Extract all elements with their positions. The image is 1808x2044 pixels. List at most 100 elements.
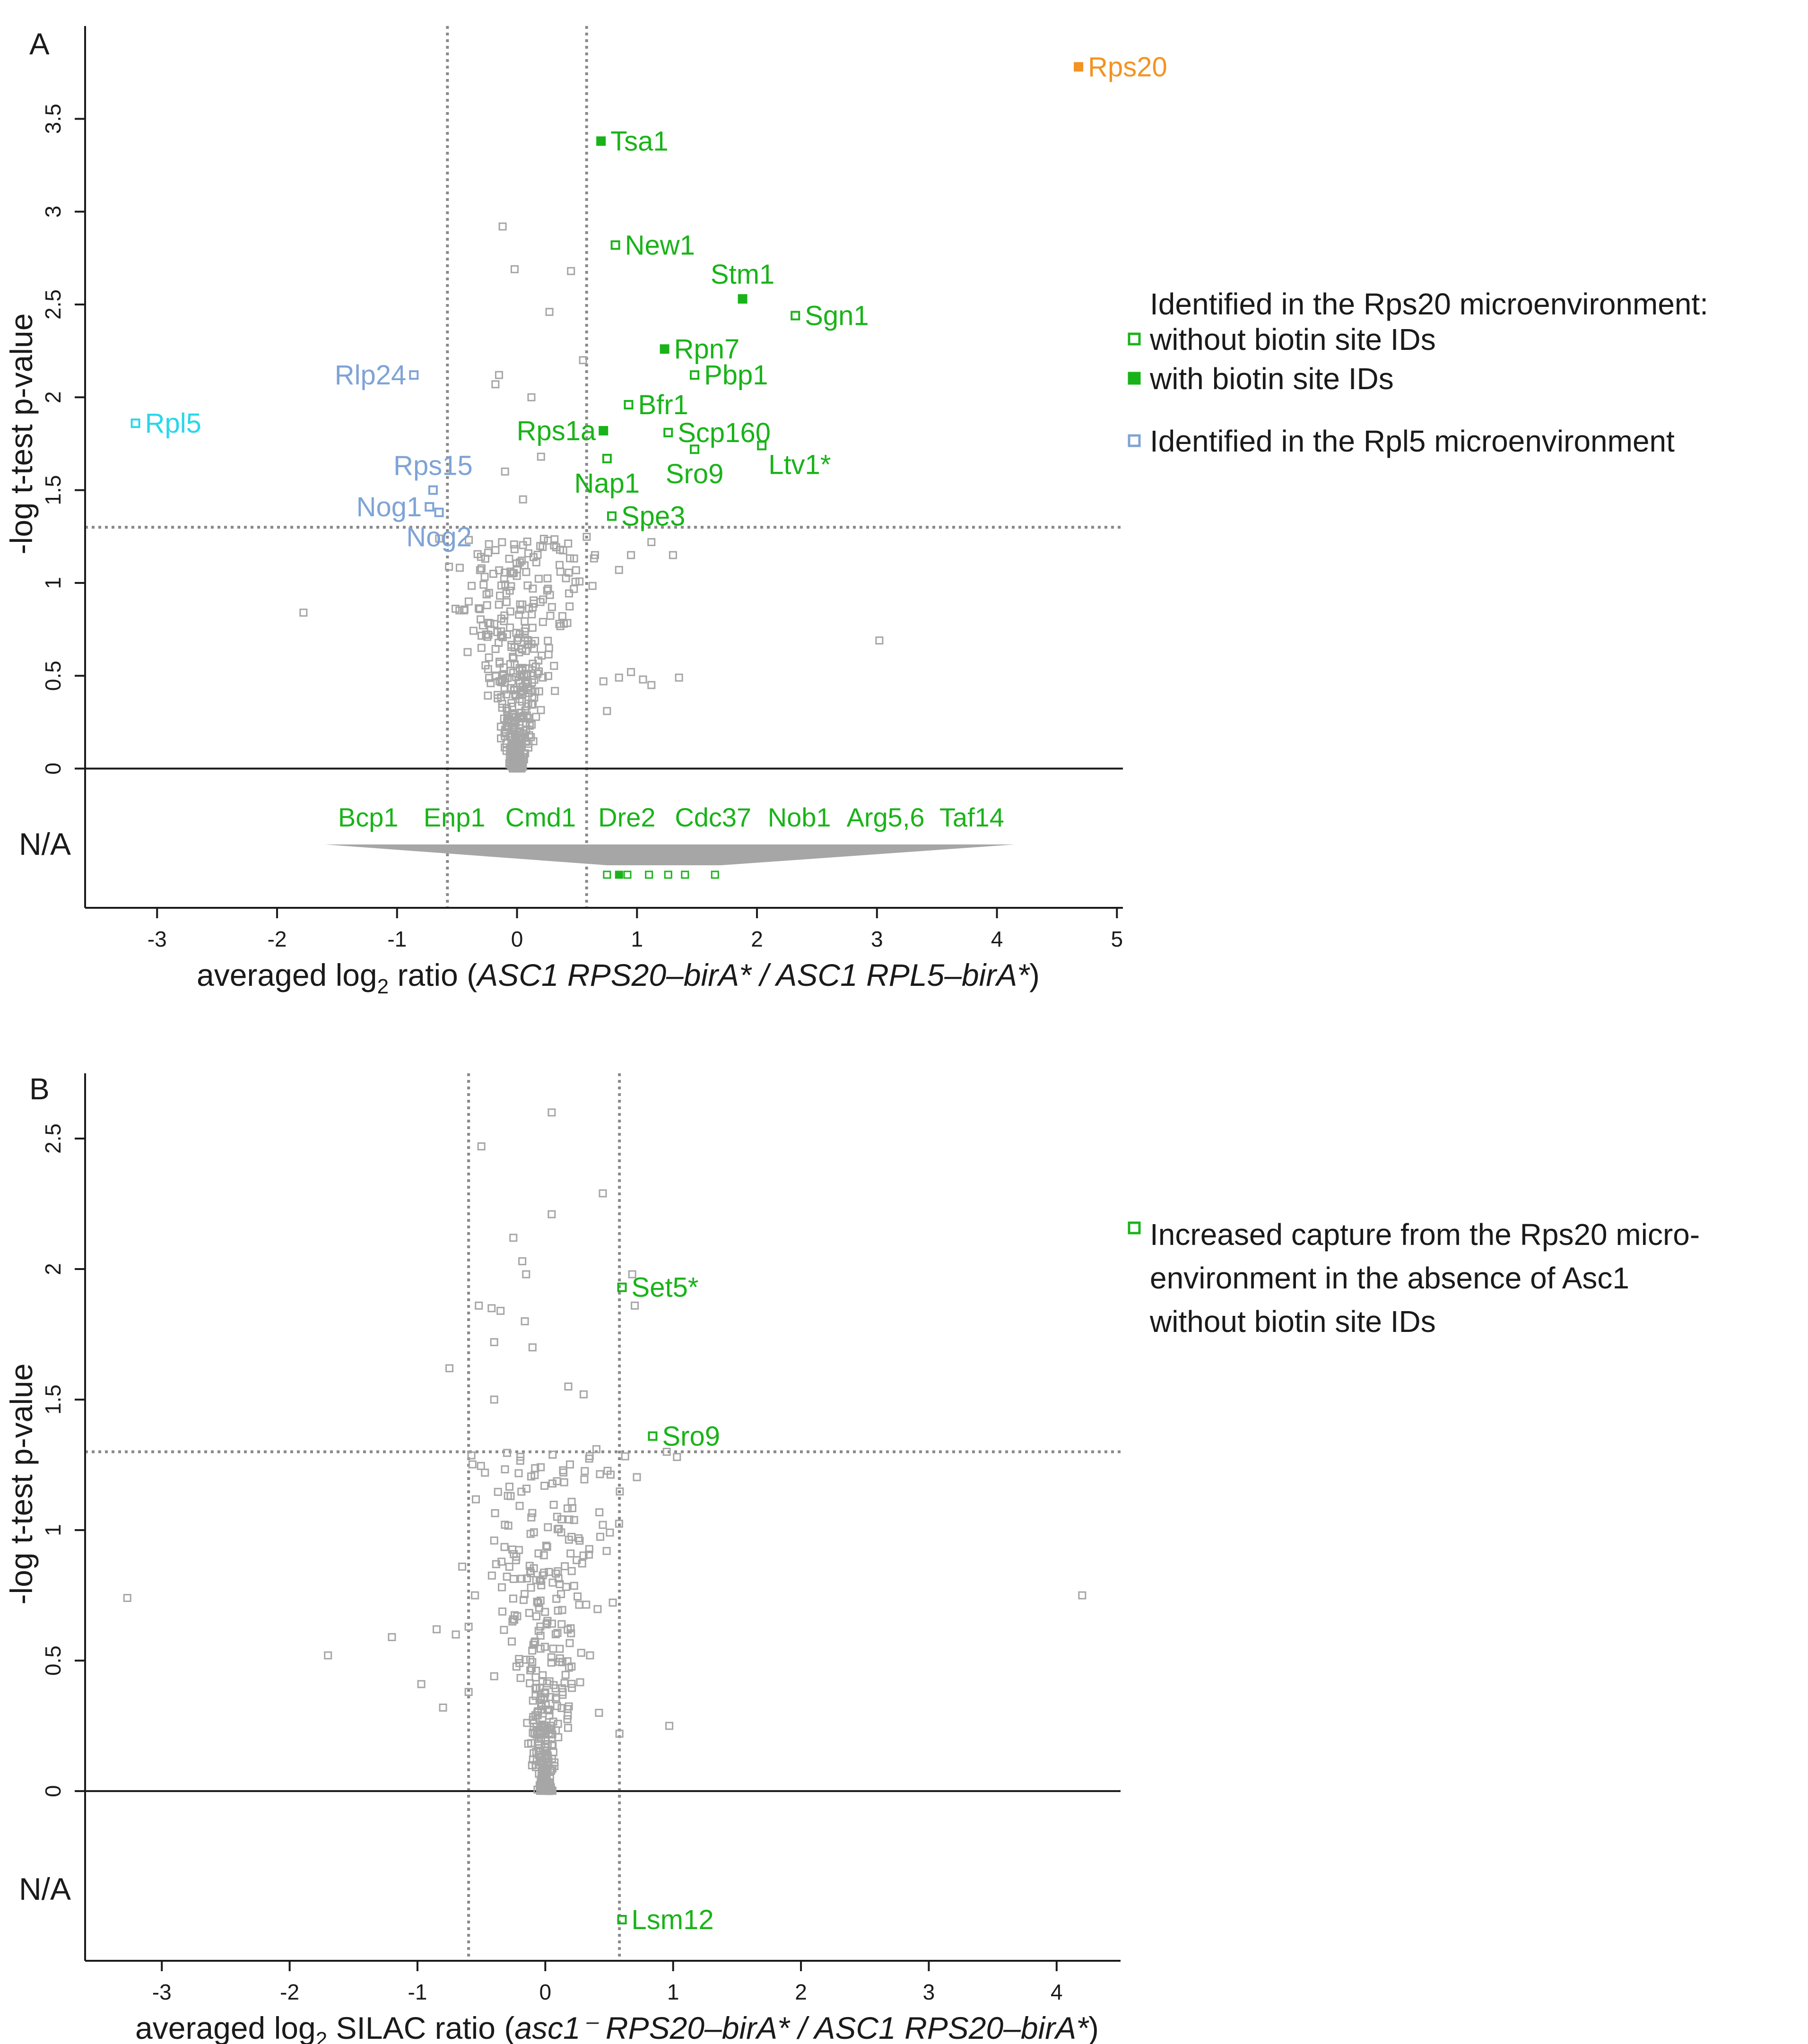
data-point [586,1651,594,1660]
data-point [615,1520,623,1528]
y-axis-title: -log t-test p-value [4,1364,39,1605]
data-point [477,615,485,624]
data-point [593,1605,602,1613]
data-point [536,1684,544,1692]
point-label: Nog2 [406,522,472,553]
data-point [526,722,534,730]
data-point [572,566,580,574]
data-point [557,1620,566,1628]
data-point [548,1451,557,1459]
data-point [468,1460,477,1469]
data-point [515,695,524,704]
point-label: Sro9 [662,1421,720,1452]
data-point [665,1722,674,1730]
data-point [503,1573,511,1581]
x-axis-title-part: asc1⁻ RPS20–birA* / ASC1 RPS20–birA* [514,2010,1089,2044]
data-point [530,1638,539,1647]
point-label: Nap1 [574,468,640,499]
data-point [498,1607,507,1616]
legend-title: Identified in the Rps20 microenvironment… [1150,287,1708,321]
x-tick-label: -3 [148,927,167,951]
data-point [516,678,524,687]
data-point [591,551,599,559]
data-point [553,1629,562,1637]
na-group-label: Dre2 [598,802,655,832]
x-axis-title: averaged log2 ratio (ASC1 RPS20–birA* / … [197,957,1040,998]
data-point [480,573,489,581]
data-point [675,673,683,682]
data-point [540,1481,549,1490]
data-point [522,568,530,576]
data-point [495,657,504,666]
data-point [595,1508,604,1516]
data-point [507,582,515,591]
legend-b-line: Increased capture from the Rps20 micro- [1150,1218,1700,1252]
data-point [507,1637,516,1646]
point-label: Sro9 [666,459,724,489]
data-point [513,636,522,644]
data-point [554,1720,562,1728]
data-point [546,611,555,620]
data-point [515,558,524,566]
panel-b-legend-text: Increased capture from the Rps20 micro- … [1150,1213,1793,1343]
data-point [521,617,529,626]
data-point [495,600,503,609]
data-point [579,1390,588,1399]
data-point [528,1343,537,1352]
data-point [485,674,493,682]
data-point [497,581,506,590]
data-point [539,543,547,551]
panel-b-label: B [29,1072,50,1106]
data-point [549,1644,557,1653]
highlighted-point [434,507,444,517]
data-point [560,1478,568,1487]
data-point [531,1464,539,1472]
data-point [511,757,519,765]
data-point [545,1568,553,1576]
data-point [516,1674,525,1682]
data-point [875,636,884,645]
data-point [498,1583,506,1592]
data-point [615,673,623,682]
y-tick-label: 3.5 [41,104,65,134]
data-point [483,601,491,609]
data-point [534,656,543,665]
highlighted-point [610,240,620,250]
y-tick-label: 1.5 [41,1384,65,1415]
data-point [543,574,552,583]
data-point [575,1536,584,1545]
data-point [532,1612,541,1620]
data-point [518,664,527,672]
data-point [582,532,591,541]
point-label: Stm1 [711,259,774,290]
data-point [504,1492,512,1500]
data-point [564,1382,573,1391]
data-point [548,603,556,611]
data-point [487,626,495,635]
data-point [452,604,460,613]
point-label: Nog1 [356,492,422,522]
data-point [388,1633,396,1641]
data-point [510,540,518,548]
point-label: Ltv1* [768,449,831,480]
x-axis-title-part: ratio ( [389,957,477,992]
data-point [575,577,584,586]
data-point [563,1504,572,1513]
x-axis-title-part: ) [1088,2010,1099,2044]
highlighted-point [791,311,800,321]
data-point [482,590,491,599]
data-point [464,1622,473,1631]
data-point [463,648,472,656]
data-point [536,598,545,606]
point-label: Scp160 [678,417,771,448]
data-point [567,1567,576,1575]
legend-b-line: environment in the absence of Asc1 [1150,1261,1629,1295]
x-tick-label: 3 [923,1980,935,2004]
data-point [566,554,574,563]
data-point [534,1549,543,1557]
legend-item-label: Identified in the Rpl5 microenvironment [1150,424,1675,458]
data-point [542,1541,550,1550]
y-tick-label: 2.5 [41,289,65,320]
highlighted-point [599,426,608,435]
data-point [570,1582,578,1590]
